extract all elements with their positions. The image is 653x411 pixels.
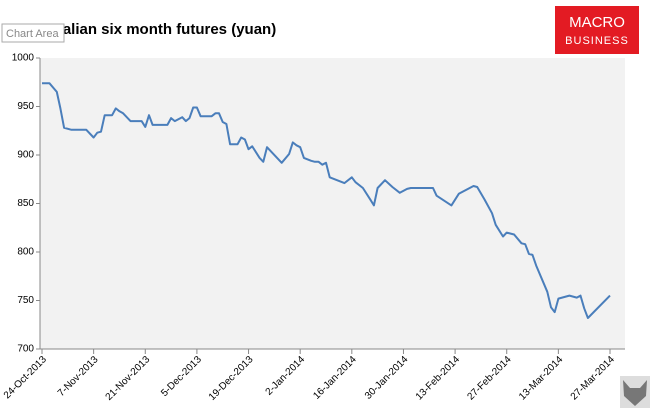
y-tick-label: 900 [17,150,34,161]
x-tick-label: 27-Mar-2014 [569,354,618,403]
x-tick-label: 19-Dec-2013 [207,354,256,403]
plot-area [40,58,625,349]
y-tick-label: 950 [17,101,34,112]
chart-title: Dalian six month futures (yuan) [52,21,276,38]
logo-text: BUSINESS [565,35,629,47]
logo-box [555,6,639,54]
x-tick-label: 24-Oct-2013 [2,354,49,401]
tooltip: Chart Area [6,28,59,40]
x-tick-label: 27-Feb-2014 [465,354,514,403]
y-tick-label: 700 [17,344,34,355]
y-tick-label: 850 [17,198,34,209]
price-line [42,82,611,319]
tooltip-box [1,23,65,43]
icon-shape [623,380,647,406]
wolf-icon [620,376,650,408]
x-tick-label: 30-Jan-2014 [363,354,411,402]
logo-text: MACRO [569,14,625,31]
x-tick-label: 13-Feb-2014 [414,354,463,403]
x-tick-label: 2-Jan-2014 [264,354,308,398]
x-tick-label: 16-Jan-2014 [311,354,359,402]
y-tick-label: 800 [17,247,34,258]
y-tick-label: 1000 [12,53,35,64]
x-tick-label: 7-Nov-2013 [56,354,101,399]
x-tick-label: 5-Dec-2013 [159,354,204,399]
y-tick-label: 750 [17,295,34,306]
x-tick-label: 21-Nov-2013 [104,354,153,403]
x-tick-label: 13-Mar-2014 [517,354,566,403]
